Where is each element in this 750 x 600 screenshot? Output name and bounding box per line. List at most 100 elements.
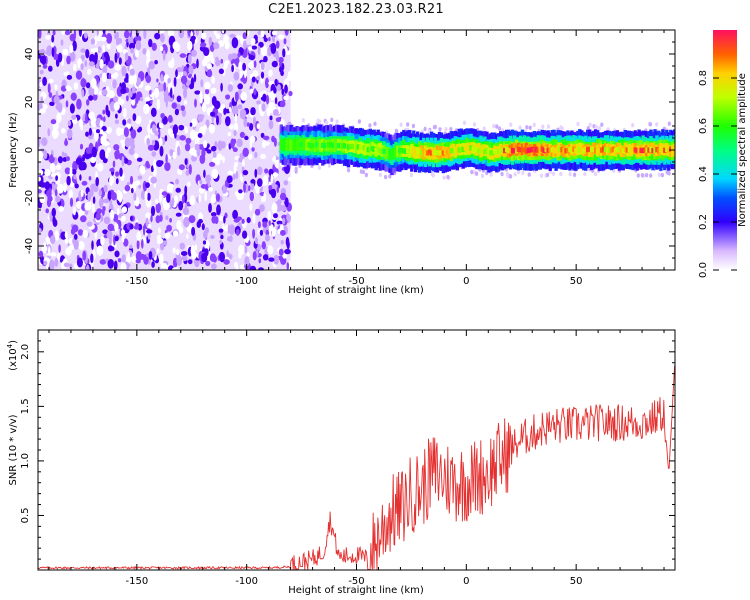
noise-speck <box>229 235 233 243</box>
noise-speck <box>161 44 168 55</box>
band-core-cell <box>625 147 629 153</box>
noise-speck <box>79 174 82 181</box>
noise-speck <box>169 184 175 189</box>
noise-speck <box>71 114 77 120</box>
noise-speck <box>220 82 223 92</box>
noise-speck <box>284 248 291 255</box>
noise-speck <box>85 113 88 125</box>
noise-speck <box>57 52 63 63</box>
noise-speck <box>46 189 52 198</box>
noise-speck <box>41 104 48 110</box>
noise-speck <box>97 162 104 172</box>
band-halo-speck <box>546 124 551 129</box>
noise-speck <box>141 238 144 249</box>
noise-speck <box>94 132 99 142</box>
noise-speck <box>105 126 112 134</box>
noise-speck <box>195 30 199 36</box>
noise-speck <box>95 212 101 221</box>
band-core-cell <box>556 148 560 154</box>
noise-speck <box>262 90 267 96</box>
band-core-cell <box>570 148 574 154</box>
noise-speck <box>88 95 94 101</box>
band-halo-speck <box>631 123 635 128</box>
noise-speck <box>124 184 131 192</box>
band-core-cell <box>639 147 643 153</box>
band-core-cell <box>307 142 311 148</box>
noise-speck <box>184 126 189 134</box>
noise-speck <box>193 73 197 83</box>
noise-speck <box>114 119 119 125</box>
noise-field <box>38 30 293 270</box>
noise-speck <box>107 110 111 118</box>
noise-speck <box>204 240 210 252</box>
noise-speck <box>216 204 221 216</box>
noise-speck <box>71 224 79 233</box>
noise-speck <box>154 60 158 65</box>
noise-speck <box>210 111 216 117</box>
noise-speck <box>67 120 72 127</box>
noise-speck <box>96 129 100 134</box>
noise-speck <box>72 238 75 245</box>
noise-speck <box>215 56 219 62</box>
noise-speck <box>213 30 217 36</box>
noise-speck <box>73 233 78 241</box>
band-core-cell <box>376 146 380 153</box>
band-core-cell <box>481 147 485 154</box>
noise-speck <box>164 135 168 142</box>
noise-speck <box>250 107 256 116</box>
band-core-cell <box>348 143 352 150</box>
noise-speck <box>232 147 238 153</box>
band-core-cell <box>560 147 564 153</box>
noise-speck <box>51 34 55 43</box>
noise-speck <box>212 157 219 163</box>
noise-speck <box>116 44 123 53</box>
noise-speck <box>286 213 291 222</box>
band-core-cell <box>597 148 602 154</box>
band-cell <box>285 139 289 151</box>
band-core-cell <box>406 148 410 154</box>
noise-speck <box>109 168 115 172</box>
noise-speck <box>242 147 249 157</box>
noise-speck <box>178 124 185 131</box>
band-halo-speck <box>294 166 298 171</box>
noise-speck <box>118 97 122 103</box>
band-halo-speck <box>513 172 517 177</box>
noise-speck <box>225 94 231 100</box>
noise-speck <box>159 160 164 165</box>
noise-speck <box>260 45 268 56</box>
noise-speck <box>168 30 173 37</box>
noise-speck <box>114 52 118 63</box>
noise-speck <box>269 115 273 121</box>
band-halo-speck <box>588 122 592 128</box>
band-core-cell <box>518 147 522 153</box>
noise-speck <box>131 255 137 263</box>
band-core-cell <box>552 148 556 154</box>
noise-speck <box>80 215 87 223</box>
band-core-cell <box>536 147 540 154</box>
noise-speck <box>51 128 59 139</box>
noise-speck <box>73 174 77 180</box>
noise-speck <box>268 257 275 262</box>
noise-speck <box>102 157 108 164</box>
band-core-cell <box>599 147 604 153</box>
band-cell <box>319 140 323 153</box>
noise-speck <box>38 227 42 234</box>
noise-speck <box>43 150 48 160</box>
noise-speck <box>112 160 116 168</box>
noise-speck <box>102 65 108 75</box>
noise-speck <box>58 206 64 212</box>
y-tick-label: 40 <box>24 48 35 61</box>
colorbar-label: Normalized spectral amplitude <box>737 73 748 227</box>
noise-speck <box>95 177 99 187</box>
noise-speck <box>139 165 146 174</box>
noise-speck <box>65 100 69 108</box>
band-halo-speck <box>517 169 521 175</box>
noise-speck <box>129 68 135 76</box>
noise-speck <box>250 179 256 184</box>
noise-speck <box>211 75 216 84</box>
noise-speck <box>169 87 173 98</box>
x-tick-label: 50 <box>570 576 583 587</box>
noise-speck <box>206 69 213 78</box>
band-cell <box>335 137 339 150</box>
band-core-cell <box>370 145 374 152</box>
